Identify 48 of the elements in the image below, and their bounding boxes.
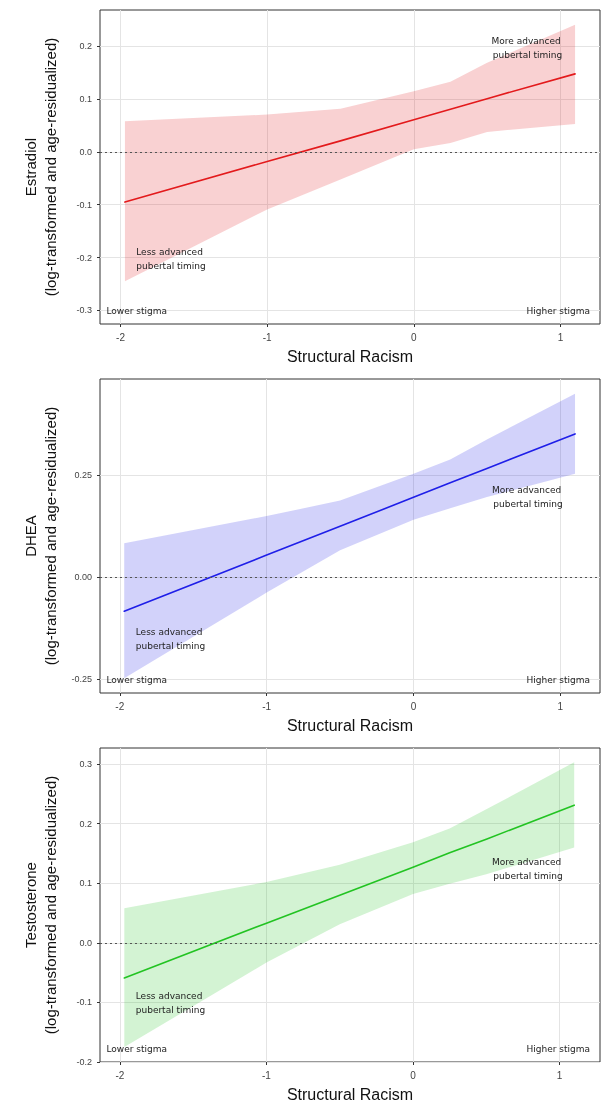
annotation: Lower stigma [106, 306, 168, 317]
y-axis-title: Testosterone (log-transformed and age-residualized) [21, 775, 59, 1035]
x-tick-label: 1 [556, 1069, 563, 1081]
y-tick-label: -0.1 [76, 199, 92, 210]
line-series [124, 73, 576, 203]
y-tick-label: -0.2 [76, 1057, 92, 1067]
y-tick-label: -0.25 [71, 673, 92, 684]
x-axis-title: Structural Racism [286, 347, 414, 365]
annotation: Lower stigma [106, 1043, 168, 1054]
x-tick-label: -1 [262, 700, 272, 712]
y-tick-label: 0.0 [79, 937, 92, 948]
x-tick-label: 1 [557, 700, 564, 712]
y-tick-label: -0.2 [76, 252, 92, 263]
y-tick-label: 0.0 [79, 146, 92, 157]
x-tick-label: -2 [115, 1069, 125, 1081]
y-tick-label: 0.00 [74, 572, 92, 583]
annotation: More advanced pubertal timing [491, 856, 565, 881]
annotation: Higher stigma [526, 674, 590, 685]
annotation: Less advanced pubertal timing [136, 246, 206, 271]
x-tick-label: 0 [410, 1069, 417, 1081]
y-tick-label: 0.2 [79, 818, 92, 829]
line-series [123, 433, 576, 613]
y-tick-label: 0.25 [74, 470, 92, 481]
annotation: Less advanced pubertal timing [135, 991, 206, 1016]
x-tick-label: -1 [262, 331, 273, 343]
x-tick-label: 1 [557, 331, 564, 343]
line-series [123, 804, 576, 979]
y-axis-title: Estradiol (log-transformed and age-residualized) [21, 37, 59, 297]
x-axis-title: Structural Racism [286, 716, 414, 734]
y-tick-label: 0.3 [79, 759, 92, 770]
annotation: Higher stigma [526, 306, 590, 317]
x-tick-label: -1 [262, 1069, 272, 1081]
annotation: More advanced pubertal timing [491, 35, 564, 60]
annotation: Higher stigma [526, 1043, 590, 1054]
y-tick-label: 0.1 [79, 878, 92, 889]
y-axis-title: DHEA (log-transformed and age-residualized) [21, 406, 59, 666]
x-tick-label: 0 [411, 331, 417, 343]
x-tick-label: -2 [115, 700, 125, 712]
annotation: More advanced pubertal timing [491, 485, 565, 510]
x-tick-label: -2 [116, 331, 126, 343]
y-tick-label: -0.1 [76, 997, 92, 1008]
x-tick-label: 0 [410, 700, 417, 712]
y-tick-label: 0.2 [79, 41, 92, 52]
y-tick-label: -0.3 [76, 305, 92, 316]
x-axis-title: Structural Racism [286, 1085, 414, 1103]
y-tick-label: 0.1 [79, 94, 92, 105]
annotation: Less advanced pubertal timing [135, 627, 206, 652]
annotation: Lower stigma [106, 674, 168, 685]
